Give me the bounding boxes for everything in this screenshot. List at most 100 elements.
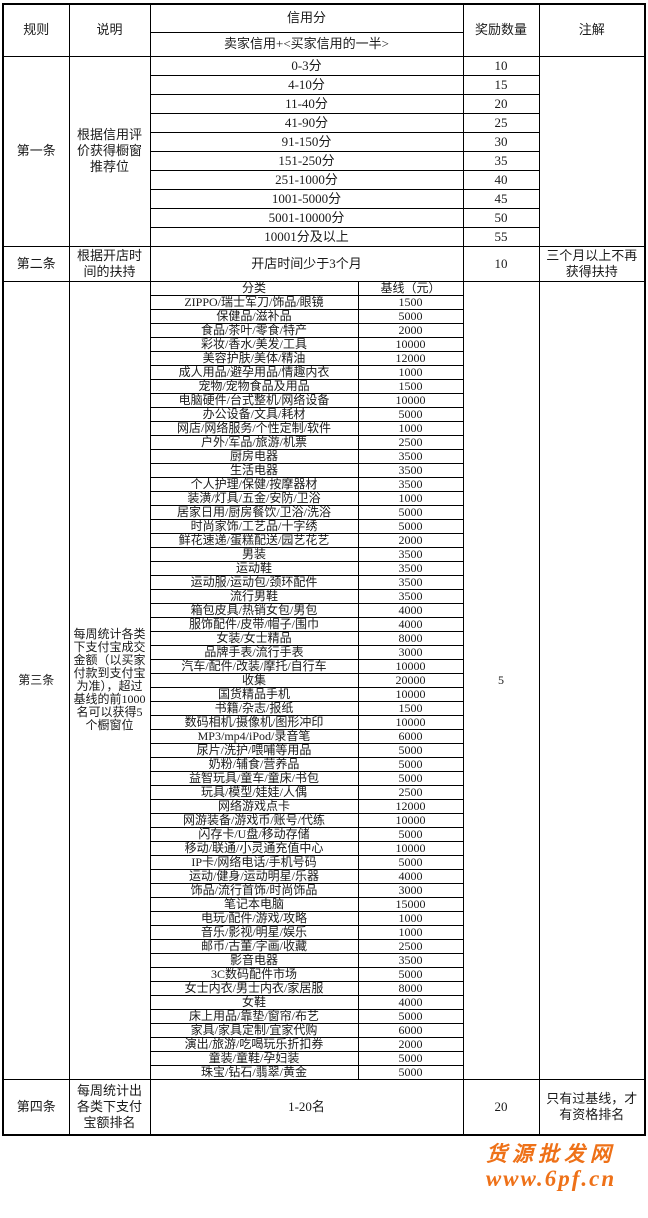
baseline-value-cell: 5000 (357, 504, 464, 520)
category-row: 网店/网络服务/个性定制/软件 1000 (3, 420, 645, 436)
baseline-value-cell: 5000 (357, 742, 464, 758)
watermark-site-url: www.6pf.cn (485, 1166, 617, 1192)
baseline-value-cell: 5000 (357, 966, 464, 982)
baseline-value-cell: 10000 (357, 686, 464, 702)
credit-range-cell: 0-3分 (149, 55, 464, 76)
category-row: 品牌手表/流行手表 3000 (3, 644, 645, 660)
baseline-value-cell: 5000 (357, 756, 464, 772)
category-row: 数码相机/摄像机/图形冲印 10000 (3, 714, 645, 730)
category-name-cell: 电玩/配件/游戏/攻略 (149, 910, 359, 926)
baseline-value-cell: 2000 (357, 322, 464, 338)
category-row: 童装/童鞋/孕妇装 5000 (3, 1050, 645, 1066)
category-name-cell: 珠宝/钻石/翡翠/黄金 (149, 1064, 359, 1080)
category-name-cell: 家具/家具定制/宜家代购 (149, 1022, 359, 1038)
baseline-value-cell: 8000 (357, 630, 464, 646)
category-row: 影音电器 3500 (3, 952, 645, 968)
category-row: ZIPPO/瑞士军刀/饰品/眼镜 1500 (3, 294, 645, 310)
section-3-category-baselines: 第三条 每周统计各类下支付宝成交金额（以买家付款到支付宝为准），超过基线的前100… (2, 280, 646, 1080)
category-name-cell: 彩妆/香水/美发/工具 (149, 336, 359, 352)
category-name-cell: 饰品/流行首饰/时尚饰品 (149, 882, 359, 898)
credit-range-cell: 5001-10000分 (149, 207, 464, 228)
header-row-1: 规则 说明 信用分 奖励数量 注解 (2, 3, 646, 57)
baseline-value-cell: 2500 (357, 434, 464, 450)
category-row: 时尚家饰/工艺品/十字绣 5000 (3, 518, 645, 534)
note-cell (538, 55, 646, 247)
category-name-cell: 网游装备/游戏币/账号/代练 (149, 812, 359, 828)
category-row: 家具/家具定制/宜家代购 6000 (3, 1022, 645, 1038)
reward-value: 20 (462, 1078, 540, 1136)
category-name-cell: 运动鞋 (149, 560, 359, 576)
baseline-value-cell: 5000 (357, 1008, 464, 1024)
baseline-value-cell: 1500 (357, 378, 464, 394)
shop-age-row: 第二条 根据开店时间的扶持 开店时间少于3个月 10 三个月以上不再获得扶持 (2, 245, 646, 282)
rule-description: 每周统计出各类下支付宝额排名 (68, 1078, 151, 1136)
baseline-value-cell: 2500 (357, 938, 464, 954)
category-name-cell: 国货精品手机 (149, 686, 359, 702)
baseline-value-cell: 1500 (357, 294, 464, 310)
header-rule: 规则 (2, 3, 70, 57)
category-name-cell: 流行男鞋 (149, 588, 359, 604)
section-1-credit-tiers: 第一条 根据信用评价获得橱窗推荐位 0-3分 10 4-10分 15 11-40分 20 41-… (2, 55, 646, 247)
baseline-value-cell: 5000 (357, 1050, 464, 1066)
category-name-cell: 厨房电器 (149, 448, 359, 464)
category-row: 益智玩具/童车/童床/书包 5000 (3, 770, 645, 786)
category-row: 美容护肤/美体/精油 12000 (3, 350, 645, 366)
category-row: 珠宝/钻石/翡翠/黄金 5000 (3, 1064, 645, 1080)
credit-range-cell: 151-250分 (149, 150, 464, 171)
category-name-cell: 玩具/模型/娃娃/人偶 (149, 784, 359, 800)
baseline-value-cell: 6000 (357, 728, 464, 744)
condition-cell: 1-20名 (149, 1078, 464, 1136)
category-row: 女装/女士精品 8000 (3, 630, 645, 646)
baseline-column-header: 基线（元） (357, 280, 464, 296)
baseline-value-cell: 3000 (357, 882, 464, 898)
rule-description: 根据开店时间的扶持 (68, 245, 151, 282)
category-name-cell: 汽车/配件/改装/摩托/自行车 (149, 658, 359, 674)
credit-range-cell: 251-1000分 (149, 169, 464, 190)
category-name-cell: 音乐/影视/明星/娱乐 (149, 924, 359, 940)
category-row: 厨房电器 3500 (3, 448, 645, 464)
reward-value: 35 (462, 150, 540, 171)
category-row: 网络游戏点卡 12000 (3, 798, 645, 814)
reward-value: 45 (462, 188, 540, 209)
category-row: 女士内衣/男士内衣/家居服 8000 (3, 980, 645, 996)
rule-number: 第三条 (2, 280, 70, 1080)
baseline-value-cell: 3500 (357, 588, 464, 604)
category-header-row: 第三条 每周统计各类下支付宝成交金额（以买家付款到支付宝为准），超过基线的前100… (2, 280, 646, 1080)
category-column-header: 分类 (149, 280, 359, 296)
rules-table: 规则 说明 信用分 奖励数量 注解 卖家信用+<买家信用的一半> 第一条 根据信用… (2, 3, 647, 1136)
baseline-value-cell: 3500 (357, 560, 464, 576)
category-name-cell: 保健品/滋补品 (149, 308, 359, 324)
category-name-cell: 奶粉/辅食/营养品 (149, 756, 359, 772)
baseline-value-cell: 4000 (357, 616, 464, 632)
note-cell (538, 280, 646, 1080)
baseline-value-cell: 1000 (357, 420, 464, 436)
category-row: 运动/健身/运动明星/乐器 4000 (3, 868, 645, 884)
category-name-cell: 电脑硬件/台式整机/网络设备 (149, 392, 359, 408)
category-name-cell: 食品/茶叶/零食/特产 (149, 322, 359, 338)
category-name-cell: 品牌手表/流行手表 (149, 644, 359, 660)
baseline-value-cell: 3500 (357, 952, 464, 968)
baseline-value-cell: 5000 (357, 854, 464, 870)
baseline-value-cell: 1000 (357, 364, 464, 380)
header-note: 注解 (538, 3, 646, 57)
reward-value: 5 (462, 280, 540, 1080)
baseline-value-cell: 6000 (357, 1022, 464, 1038)
baseline-value-cell: 4000 (357, 868, 464, 884)
category-name-cell: 个人护理/保健/按摩器材 (149, 476, 359, 492)
baseline-value-cell: 4000 (357, 994, 464, 1010)
category-name-cell: 男装 (149, 546, 359, 562)
category-name-cell: 女士内衣/男士内衣/家居服 (149, 980, 359, 996)
baseline-value-cell: 2000 (357, 532, 464, 548)
baseline-value-cell: 3500 (357, 462, 464, 478)
category-name-cell: 影音电器 (149, 952, 359, 968)
category-name-cell: 时尚家饰/工艺品/十字绣 (149, 518, 359, 534)
category-name-cell: 运动服/运动包/颈环配件 (149, 574, 359, 590)
credit-tier-row: 10001分及以上 55 (3, 226, 645, 247)
baseline-value-cell: 15000 (357, 896, 464, 912)
category-name-cell: 网店/网络服务/个性定制/软件 (149, 420, 359, 436)
category-row: 鲜花速递/蛋糕配送/园艺花艺 2000 (3, 532, 645, 548)
baseline-value-cell: 4000 (357, 602, 464, 618)
category-name-cell: 运动/健身/运动明星/乐器 (149, 868, 359, 884)
category-row: 音乐/影视/明星/娱乐 1000 (3, 924, 645, 940)
category-row: 户外/军品/旅游/机票 2500 (3, 434, 645, 450)
